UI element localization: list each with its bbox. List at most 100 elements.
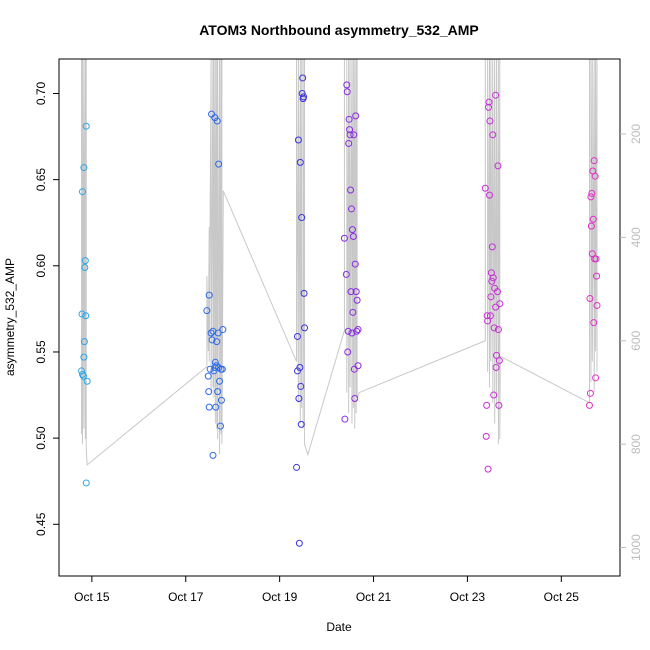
data-point: [211, 358, 219, 366]
data-point: [293, 463, 301, 471]
data-point: [80, 338, 88, 346]
data-point: [493, 351, 501, 359]
data-point: [294, 136, 302, 144]
data-point: [346, 126, 354, 134]
data-point: [214, 329, 222, 337]
data-point: [590, 157, 598, 165]
data-point: [342, 270, 350, 278]
data-point: [492, 91, 500, 99]
data-point: [344, 327, 352, 335]
data-point: [351, 395, 359, 402]
data-point: [203, 307, 211, 315]
data-point: [213, 117, 221, 125]
data-point: [489, 274, 497, 282]
x-tick-label: Oct 23: [450, 590, 486, 604]
data-point: [80, 353, 88, 361]
y-tick-label: 0.45: [34, 512, 48, 536]
data-point: [586, 295, 594, 303]
data-point: [218, 365, 226, 373]
data-point: [352, 288, 360, 296]
y-axis: 0.45 0.50 0.55 0.60 0.65 0.70: [34, 81, 59, 536]
y2-tick-label: 600: [629, 330, 643, 350]
y-tick-label: 0.70: [34, 81, 48, 105]
data-point: [348, 226, 356, 234]
data-point: [295, 539, 303, 547]
data-point: [81, 264, 89, 272]
data-point: [586, 389, 594, 397]
data-point: [207, 329, 215, 337]
data-point: [353, 296, 361, 304]
data-point: [585, 401, 593, 409]
data-point: [81, 257, 89, 265]
data-point: [492, 363, 500, 371]
x-tick-label: Oct 19: [262, 590, 298, 604]
data-point: [347, 205, 355, 213]
data-point: [215, 363, 223, 371]
data-point: [299, 74, 307, 82]
y2-tick-label: 800: [629, 434, 643, 454]
data-point: [217, 396, 225, 404]
data-point: [215, 160, 223, 168]
data-point: [343, 88, 351, 96]
chart-title: ATOM3 Northbound asymmetry_532_AMP: [199, 22, 479, 38]
data-point: [592, 374, 600, 382]
data-point: [483, 401, 491, 409]
data-point: [216, 422, 224, 430]
data-point: [349, 308, 357, 316]
data-point: [494, 162, 502, 170]
data-point: [297, 420, 305, 428]
data-point: [301, 324, 309, 332]
data-point: [298, 89, 306, 97]
data-point: [82, 122, 90, 130]
data-point: [343, 81, 351, 89]
x-tick-label: Oct 17: [168, 590, 204, 604]
data-point: [590, 319, 598, 327]
data-point: [587, 193, 595, 201]
y2-tick-label: 1000: [629, 534, 643, 561]
data-point: [345, 139, 353, 147]
data-point: [340, 234, 348, 242]
data-point: [346, 131, 354, 139]
plot-area: [78, 58, 601, 547]
y-tick-label: 0.65: [34, 168, 48, 192]
x-tick-label: Oct 15: [74, 590, 110, 604]
data-point: [83, 377, 91, 385]
data-point: [347, 288, 355, 296]
data-point: [349, 233, 357, 240]
data-point: [495, 357, 503, 365]
data-point: [483, 312, 491, 320]
y2-axis: 200 400 600 800 1000: [620, 124, 643, 561]
data-point: [494, 326, 502, 334]
data-point: [78, 188, 86, 196]
data-point: [219, 326, 227, 334]
data-point: [209, 451, 217, 459]
data-point: [352, 112, 360, 120]
x-axis: Oct 15 Oct 17 Oct 19 Oct 21 Oct 23 Oct 25: [74, 576, 579, 604]
x-tick-label: Oct 25: [544, 590, 580, 604]
data-point: [485, 191, 493, 199]
data-point: [354, 326, 362, 334]
data-point: [593, 301, 601, 309]
data-point: [490, 324, 498, 332]
data-point: [82, 312, 90, 320]
data-point: [593, 272, 601, 280]
data-point: [353, 327, 361, 335]
data-point: [493, 288, 501, 296]
data-point: [208, 336, 216, 344]
data-point: [296, 363, 304, 371]
data-point: [485, 98, 493, 106]
data-point: [490, 391, 498, 399]
data-point: [587, 222, 595, 230]
data-point: [205, 291, 213, 299]
x-tick-label: Oct 21: [356, 590, 392, 604]
data-point: [481, 184, 489, 192]
plot-frame: [58, 58, 621, 577]
data-point: [351, 260, 359, 268]
data-point: [206, 365, 214, 373]
data-point: [488, 277, 496, 285]
data-point: [487, 293, 495, 301]
data-point: [78, 310, 86, 318]
data-point: [488, 243, 496, 251]
data-point: [591, 172, 599, 180]
series-line: [81, 58, 598, 466]
